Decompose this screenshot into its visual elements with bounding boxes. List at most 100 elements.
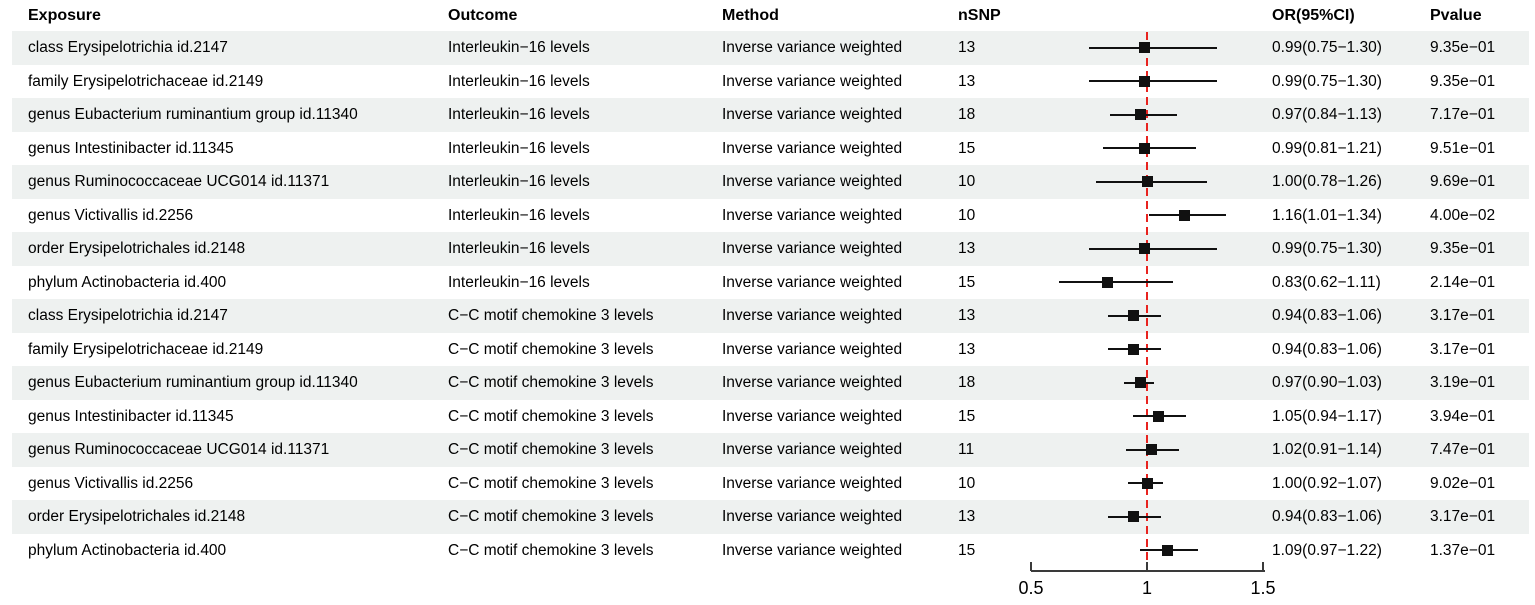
table-row: phylum Actinobacteria id.400 C−C motif ch… — [0, 534, 1535, 568]
table-row: family Erysipelotrichaceae id.2149 Interl… — [0, 65, 1535, 99]
ci-line — [1089, 80, 1217, 83]
cell-or-ci: 0.99(0.75−1.30) — [1272, 240, 1382, 257]
cell-or-ci: 0.99(0.75−1.30) — [1272, 39, 1382, 56]
cell-pvalue: 9.35e−01 — [1430, 240, 1496, 257]
cell-exposure: genus Eubacterium ruminantium group id.1… — [28, 374, 358, 391]
cell-outcome: C−C motif chemokine 3 levels — [448, 441, 654, 458]
cell-outcome: C−C motif chemokine 3 levels — [448, 541, 654, 559]
cell-nsnp: 18 — [958, 106, 976, 123]
cell-nsnp: 13 — [958, 72, 976, 90]
reference-line — [1146, 32, 1148, 570]
cell-pvalue: 1.37e−01 — [1430, 541, 1496, 559]
or-marker — [1153, 410, 1165, 422]
cell-method: Inverse variance weighted — [722, 39, 903, 56]
cell-outcome: Interleukin−16 levels — [448, 106, 590, 123]
ci-line — [1089, 46, 1217, 49]
table-row: class Erysipelotrichia id.2147 Interleuki… — [0, 31, 1535, 65]
cell-or-ci: 0.94(0.83−1.06) — [1272, 340, 1382, 358]
table-row: order Erysipelotrichales id.2148 C−C moti… — [0, 500, 1535, 534]
row-stripe-background — [12, 500, 1529, 534]
cell-method: Inverse variance weighted — [722, 240, 903, 257]
cell-pvalue: 3.17e−01 — [1430, 307, 1496, 324]
cell-method: Inverse variance weighted — [722, 72, 903, 90]
cell-method: Inverse variance weighted — [722, 307, 903, 324]
or-marker — [1134, 109, 1146, 121]
cell-nsnp: 10 — [958, 173, 976, 190]
cell-outcome: Interleukin−16 levels — [448, 173, 590, 190]
cell-or-ci: 1.05(0.94−1.17) — [1272, 407, 1382, 425]
cell-outcome: Interleukin−16 levels — [448, 39, 590, 56]
cell-method: Inverse variance weighted — [722, 441, 903, 458]
x-axis-tick — [1030, 562, 1032, 571]
cell-method: Inverse variance weighted — [722, 508, 903, 525]
x-axis-tick-label: 0.5 — [1018, 578, 1044, 598]
cell-exposure: order Erysipelotrichales id.2148 — [28, 508, 246, 525]
or-marker — [1146, 444, 1158, 456]
cell-outcome: C−C motif chemokine 3 levels — [448, 340, 654, 358]
cell-or-ci: 0.99(0.81−1.21) — [1272, 139, 1382, 157]
cell-exposure: phylum Actinobacteria id.400 — [28, 273, 227, 291]
cell-nsnp: 15 — [958, 541, 976, 559]
cell-nsnp: 13 — [958, 307, 976, 324]
cell-exposure: genus Eubacterium ruminantium group id.1… — [28, 106, 358, 123]
row-stripe-background — [12, 165, 1529, 199]
cell-outcome: C−C motif chemokine 3 levels — [448, 407, 654, 425]
cell-nsnp: 13 — [958, 508, 976, 525]
or-marker — [1139, 142, 1151, 154]
cell-exposure: family Erysipelotrichaceae id.2149 — [28, 340, 264, 358]
table-row: genus Eubacterium ruminantium group id.1… — [0, 98, 1535, 132]
or-marker — [1141, 477, 1153, 489]
cell-outcome: Interleukin−16 levels — [448, 240, 590, 257]
cell-method: Inverse variance weighted — [722, 374, 903, 391]
or-marker — [1127, 310, 1139, 322]
table-row: family Erysipelotrichaceae id.2149 C−C mo… — [0, 333, 1535, 367]
or-marker — [1127, 343, 1139, 355]
row-stripe-background — [12, 98, 1529, 132]
cell-pvalue: 7.17e−01 — [1430, 106, 1496, 123]
table-row: order Erysipelotrichales id.2148 Interleu… — [0, 232, 1535, 266]
table-row: genus Eubacterium ruminantium group id.1… — [0, 366, 1535, 400]
table-row: genus Intestinibacter id.11345 Interleuki… — [0, 132, 1535, 166]
cell-exposure: genus Intestinibacter id.11345 — [28, 407, 234, 425]
or-marker — [1127, 511, 1139, 523]
cell-method: Inverse variance weighted — [722, 407, 903, 425]
cell-pvalue: 9.51e−01 — [1430, 139, 1496, 157]
table-row: genus Victivallis id.2256 Interleukin−16 … — [0, 199, 1535, 233]
cell-exposure: genus Ruminococcaceae UCG014 id.11371 — [28, 441, 330, 458]
cell-pvalue: 9.35e−01 — [1430, 72, 1496, 90]
cell-pvalue: 7.47e−01 — [1430, 441, 1496, 458]
table-row: genus Victivallis id.2256 C−C motif chemo… — [0, 467, 1535, 501]
cell-or-ci: 0.83(0.62−1.11) — [1272, 273, 1381, 291]
cell-exposure: class Erysipelotrichia id.2147 — [28, 307, 228, 324]
col-header-method: Method — [722, 7, 779, 24]
cell-exposure: genus Victivallis id.2256 — [28, 206, 194, 224]
cell-method: Inverse variance weighted — [722, 474, 903, 492]
cell-outcome: C−C motif chemokine 3 levels — [448, 508, 654, 525]
or-marker — [1141, 176, 1153, 188]
cell-pvalue: 3.17e−01 — [1430, 508, 1496, 525]
col-header-nsnp: nSNP — [958, 7, 1001, 24]
cell-or-ci: 0.94(0.83−1.06) — [1272, 307, 1382, 324]
cell-method: Inverse variance weighted — [722, 139, 903, 157]
cell-nsnp: 10 — [958, 474, 976, 492]
cell-pvalue: 3.17e−01 — [1430, 340, 1496, 358]
cell-nsnp: 10 — [958, 206, 976, 224]
cell-pvalue: 3.19e−01 — [1430, 374, 1496, 391]
cell-or-ci: 1.16(1.01−1.34) — [1272, 206, 1382, 224]
cell-or-ci: 0.94(0.83−1.06) — [1272, 508, 1382, 525]
cell-nsnp: 18 — [958, 374, 976, 391]
table-row: class Erysipelotrichia id.2147 C−C motif … — [0, 299, 1535, 333]
cell-exposure: phylum Actinobacteria id.400 — [28, 541, 227, 559]
cell-or-ci: 0.97(0.90−1.03) — [1272, 374, 1382, 391]
or-marker — [1139, 243, 1151, 255]
or-marker — [1139, 75, 1151, 87]
cell-method: Inverse variance weighted — [722, 273, 903, 291]
cell-or-ci: 0.97(0.84−1.13) — [1272, 106, 1382, 123]
cell-exposure: genus Ruminococcaceae UCG014 id.11371 — [28, 173, 330, 190]
cell-pvalue: 3.94e−01 — [1430, 407, 1496, 425]
cell-nsnp: 11 — [958, 441, 975, 458]
table-row: genus Ruminococcaceae UCG014 id.11371 Int… — [0, 165, 1535, 199]
table-row: genus Intestinibacter id.11345 C−C motif … — [0, 400, 1535, 434]
col-header-exposure: Exposure — [28, 7, 101, 24]
